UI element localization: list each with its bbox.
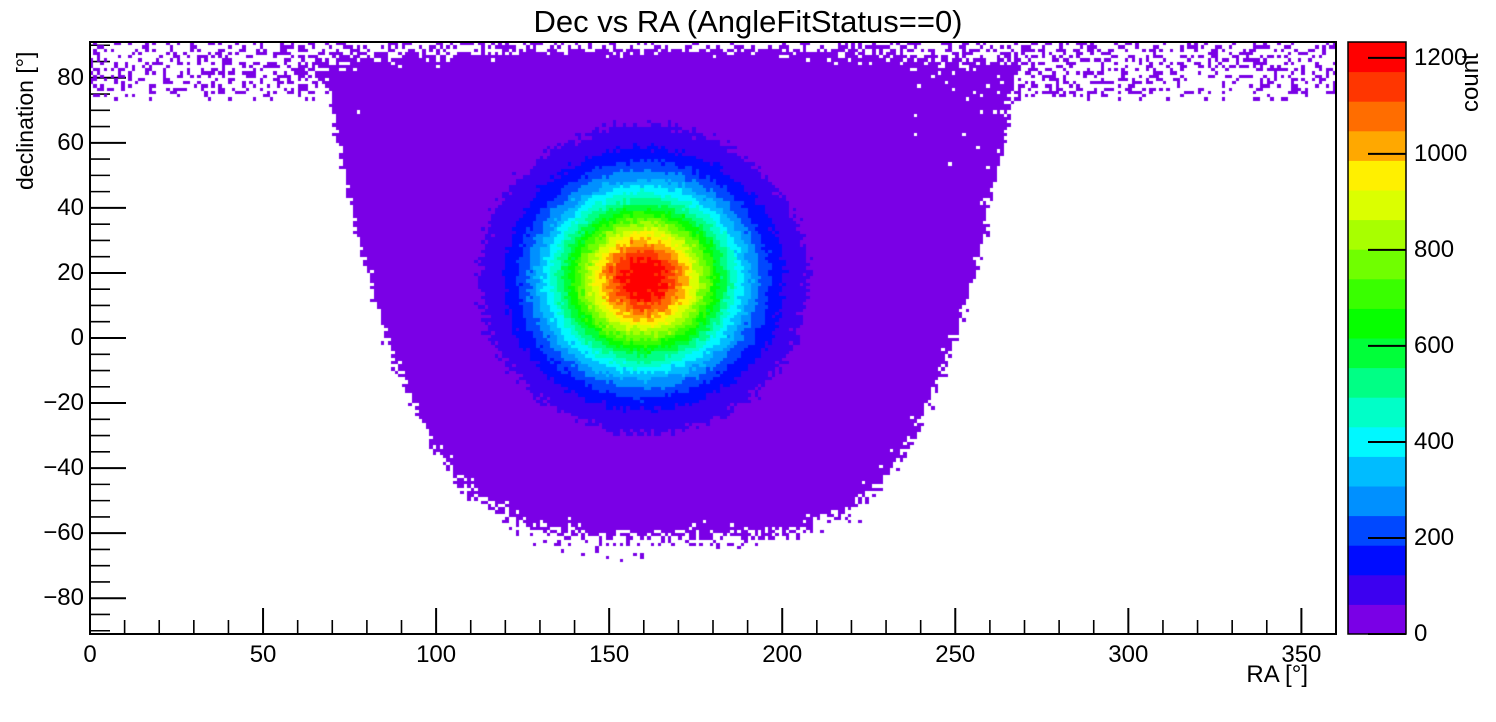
chart-title: Dec vs RA (AngleFitStatus==0) — [533, 4, 963, 39]
heatmap-canvas — [90, 42, 1336, 634]
